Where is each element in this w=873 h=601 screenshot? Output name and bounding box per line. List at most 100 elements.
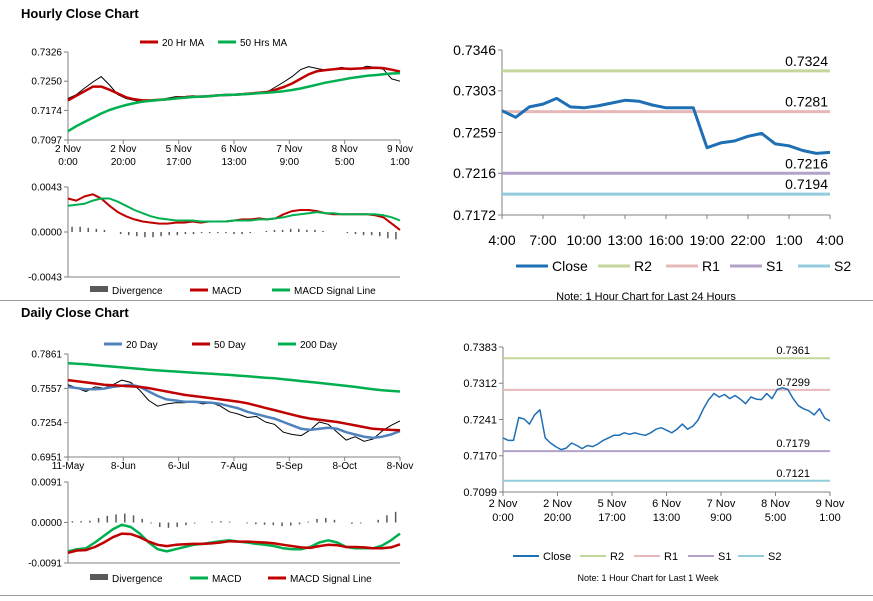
daily-levels-xtick-label: 9 Nov 1:00 [816,498,845,524]
hourly-macd-line [67,193,401,231]
daily-macd-legend-macd-label: MACD [212,574,241,585]
hourly-macd-legend-macd-label: MACD [212,286,241,297]
hourly-price-xtick-label: 5 Nov 17:00 [166,144,192,168]
hourly-levels-s1-label: 0.7216 [785,155,828,171]
hourly-macd-legend-divergence-swatch [90,286,108,292]
hourly-levels-legend-s1-label: S1 [766,258,783,274]
daily-price-200day-line [67,361,401,393]
hourly-price-ytick-label: 0.7174 [31,106,62,117]
daily-levels-xtick-label: 2 Nov 20:00 [543,498,572,524]
hourly-levels-s2-label: 0.7194 [785,176,828,192]
daily-levels-xtick-label: 6 Nov 13:00 [652,498,681,524]
hourly-levels-ytick-label: 0.7346 [453,42,496,58]
daily-price-xtick-label: 6-Jul [168,461,190,472]
daily-levels-ytick-label: 0.7170 [463,451,497,463]
daily-price-ytick-label: 0.7557 [31,384,62,395]
hourly-levels-r1-label: 0.7281 [785,94,828,110]
hourly-levels-ytick-label: 0.7303 [453,83,496,99]
daily-levels-xtick-label: 5 Nov 17:00 [598,498,627,524]
hourly-macd-ytick-label: -0.0043 [28,273,62,284]
daily-levels-ytick-label: 0.7099 [463,487,497,499]
daily-levels-ytick-label: 0.7241 [463,414,497,426]
hourly-price-xtick-label: 9 Nov 1:00 [387,144,413,168]
daily-price-ytick-label: 0.6951 [31,453,62,464]
daily-macd-legend-divergence-label: Divergence [112,574,163,585]
hourly-levels-xtick-label: 4:00 [816,232,843,248]
daily-levels-ytick-label: 0.7383 [463,342,497,354]
hourly-price-xtick-label: 2 Nov 0:00 [55,144,81,168]
daily-levels-legend-s1-label: S1 [718,551,731,563]
daily-levels-r1-label: 0.7299 [776,377,810,389]
hourly-levels-ytick-label: 0.7172 [453,207,496,223]
daily-price-close-line [67,379,401,442]
daily-levels-legend-s2-label: S2 [768,551,781,563]
daily-levels-close-line [502,387,831,451]
daily-price-xtick-label: 11-May [52,461,85,472]
daily-price-ytick-label: 0.7254 [31,418,62,429]
hourly-price-ytick-label: 0.7250 [31,77,62,88]
hourly-price-legend-50ma-label: 50 Hrs MA [240,38,288,49]
hourly-levels-xtick-label: 22:00 [730,232,765,248]
hourly-levels-ytick-label: 0.7259 [453,124,496,140]
hourly-levels-xtick-label: 1:00 [775,232,802,248]
daily-levels-xtick-label: 2 Nov 0:00 [489,498,518,524]
daily-levels-ytick-label: 0.7312 [463,378,497,390]
daily-levels-legend-r1-label: R1 [664,551,678,563]
daily-price-50day-line [67,378,401,432]
hourly-macd-legend-signal-label: MACD Signal Line [294,286,376,297]
hourly-levels-note: Note: 1 Hour Chart for Last 24 Hours [556,291,736,303]
hourly-macd-legend-divergence-label: Divergence [112,286,163,297]
daily-levels-r2-label: 0.7361 [776,345,810,357]
hourly-price-ytick-label: 0.7326 [31,48,62,59]
section-divider-middle [0,300,873,301]
hourly-price-ytick-label: 0.7097 [31,136,62,147]
daily-macd-legend-signal-label: MACD Signal Line [290,574,372,585]
daily-price-20day-line [67,383,401,440]
hourly-levels-xtick-label: 7:00 [529,232,556,248]
hourly-price-50ma-line [67,71,401,133]
hourly-price-close-line [67,65,401,103]
hourly-section-title: Hourly Close Chart [21,6,139,21]
daily-section-title: Daily Close Chart [21,305,129,320]
daily-levels-s1-label: 0.7179 [776,438,810,450]
daily-levels-legend-close-label: Close [543,551,571,563]
daily-price-xtick-label: 5-Sep [276,461,303,472]
daily-levels-s2-label: 0.7121 [776,468,810,480]
hourly-levels-close-line [501,96,831,155]
daily-macd-legend-divergence-swatch [90,574,108,580]
hourly-levels-legend-r2-label: R2 [634,258,652,274]
hourly-macd-ytick-label: 0.0043 [31,183,62,194]
hourly-levels-legend-close-label: Close [552,258,588,274]
hourly-price-legend-20ma-label: 20 Hr MA [162,38,205,49]
daily-levels-xtick-label: 8 Nov 5:00 [761,498,790,524]
hourly-levels-r2-label: 0.7324 [785,53,828,69]
daily-levels-legend-r2-label: R2 [610,551,624,563]
daily-price-xtick-label: 8-Jun [111,461,136,472]
daily-levels-xtick-label: 7 Nov 9:00 [707,498,736,524]
daily-price-legend-50day-label: 50 Day [214,340,246,351]
hourly-macd-ytick-label: 0.0000 [31,228,62,239]
hourly-levels-xtick-label: 4:00 [488,232,515,248]
hourly-levels-xtick-label: 19:00 [689,232,724,248]
daily-price-legend-200day-label: 200 Day [300,340,337,351]
hourly-price-xtick-label: 8 Nov 5:00 [332,144,358,168]
hourly-price-xtick-label: 2 Nov 20:00 [110,144,136,168]
daily-price-xtick-label: 7-Aug [221,461,248,472]
daily-macd-signal-line [67,532,401,555]
hourly-levels-xtick-label: 13:00 [607,232,642,248]
daily-price-xtick-label: 8-Oct [332,461,357,472]
daily-levels-note: Note: 1 Hour Chart for Last 1 Week [578,573,719,583]
hourly-price-xtick-label: 7 Nov 9:00 [276,144,302,168]
hourly-macd-signal-line [67,197,401,223]
hourly-levels-ytick-label: 0.7216 [453,165,496,181]
daily-macd-ytick-label: 0.0000 [31,518,62,529]
daily-macd-ytick-label: 0.0091 [31,478,62,489]
hourly-levels-legend-s2-label: S2 [834,258,851,274]
daily-macd-ytick-label: -0.0091 [28,559,62,570]
hourly-levels-legend-r1-label: R1 [702,258,720,274]
daily-price-xtick-label: 8-Nov [387,461,414,472]
daily-price-legend-20day-label: 20 Day [126,340,158,351]
section-divider-bottom [0,595,873,596]
hourly-price-xtick-label: 6 Nov 13:00 [221,144,247,168]
